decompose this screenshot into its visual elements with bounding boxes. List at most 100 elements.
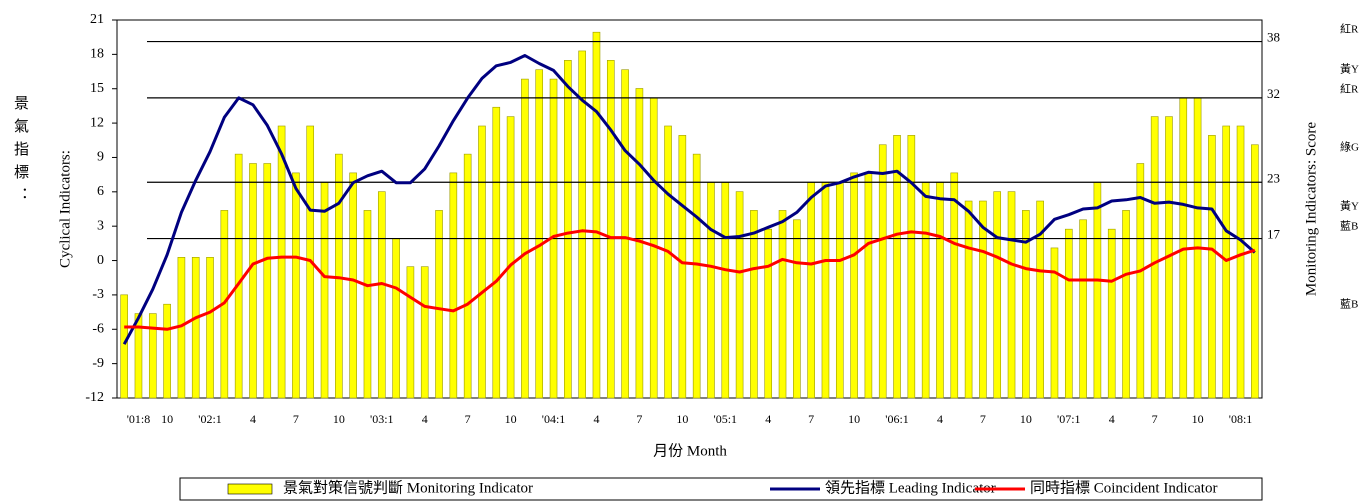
x-tick-label: 10 [161,412,173,426]
bar [1136,163,1145,399]
y2-tick-label: 23 [1267,170,1280,185]
x-tick-label: 4 [593,412,599,426]
x-tick-label: '03:1 [370,412,394,426]
legend-box [179,477,1263,501]
bar [492,106,501,399]
y-tick-label: 21 [90,12,104,27]
bar [707,181,715,399]
bar [1251,144,1259,399]
bar [936,181,944,399]
y2-tick-label: 17 [1267,227,1281,242]
bar [592,31,601,399]
legend-swatch [227,483,273,495]
bar [621,69,629,399]
x-tick-label: 4 [765,412,771,426]
bar [678,135,687,399]
bar [535,69,544,399]
x-tick-label: 7 [1152,412,1158,426]
bar [1050,247,1059,399]
y-tick-label: 9 [97,150,104,165]
bar [993,191,1002,399]
bar [793,219,801,399]
bar [1208,135,1216,399]
bar [778,210,787,399]
bar [821,181,830,399]
y-tick-label: -6 [92,321,104,336]
bar [463,153,472,399]
bar [1022,210,1030,399]
y-tick-label: 0 [97,253,104,268]
bar [907,135,916,399]
bar [1007,191,1016,399]
y-tick-label: -12 [85,390,104,405]
legend-label: 景氣對策信號判斷 Monitoring Indicator [283,479,533,496]
x-tick-label: 7 [636,412,642,426]
bar [979,200,987,399]
bar [921,181,930,399]
legend-label: 同時指標 Coincident Indicator [1030,479,1217,496]
bar [964,200,973,399]
bar [764,228,773,399]
x-tick-label: 10 [333,412,345,426]
x-tick-label: 4 [250,412,256,426]
bar [234,153,243,399]
annotation: 紅R [1340,83,1359,96]
y-tick-label: -9 [92,356,104,371]
bar [750,210,758,399]
bar [850,172,858,399]
bar [1079,219,1087,399]
bar [134,313,143,399]
bar [420,266,429,399]
bar [735,191,744,399]
x-tick-label: '07:1 [1057,412,1081,426]
y-axis-title-zh: 景氣指標： [12,95,28,210]
bar [263,163,272,399]
annotation: 黃Y [1340,63,1359,76]
bar [277,125,286,399]
x-tick-label: 7 [980,412,986,426]
line [122,54,1256,345]
bar [249,163,257,399]
bar [449,172,458,399]
x-tick-label: 4 [422,412,428,426]
annotation: 藍B [1340,298,1358,311]
bar [148,313,157,399]
x-tick-label: '06:1 [885,412,909,426]
y-tick-label: 6 [97,184,104,199]
bar [564,60,572,399]
bar [1236,125,1245,399]
bar [506,116,515,399]
x-tick-label: 10 [505,412,517,426]
y-tick-label: 18 [90,47,104,62]
y-tick-label: 12 [90,115,104,130]
bar [435,210,443,399]
bar [878,144,887,399]
bar [206,257,214,399]
bar [807,181,815,399]
y-axis-title: Cyclical Indicators: [57,150,73,268]
x-tick-label: 7 [465,412,471,426]
plot-frame [116,19,1263,399]
annotation: 藍B [1340,220,1358,233]
bar [392,238,400,399]
annotation: 黃Y [1340,200,1359,213]
bar [363,210,372,399]
bar [406,266,415,399]
bar [1036,200,1044,399]
y-tick-label: 3 [97,218,104,233]
bar [1150,116,1159,399]
y-tick-label: 15 [90,81,104,96]
bar [692,153,701,399]
x-tick-label: '01:8 [127,412,151,426]
bar [1122,210,1130,399]
bar [1093,181,1102,399]
bar [1107,228,1116,399]
x-tick-label: 4 [1109,412,1115,426]
x-tick-label: 10 [676,412,688,426]
annotation: 綠G [1340,141,1359,154]
x-tick-label: '08:1 [1229,412,1253,426]
x-tick-label: 10 [1192,412,1204,426]
bar [120,294,128,399]
